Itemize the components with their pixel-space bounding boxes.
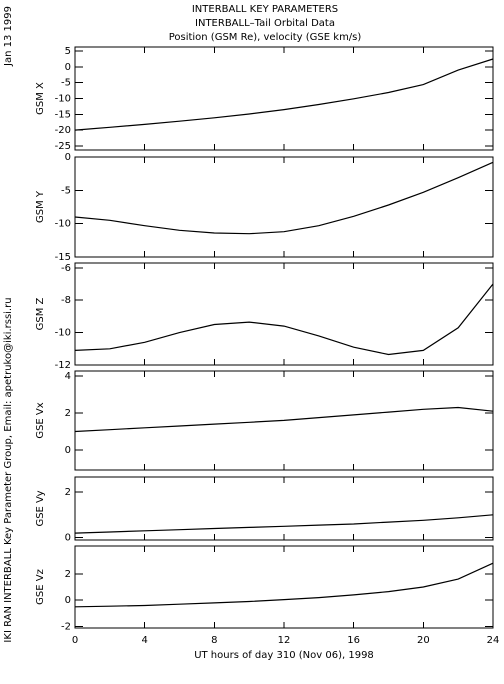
plot-frame	[74, 156, 494, 258]
y-tick-label: 2	[65, 569, 71, 580]
y-axis-label: GSE Vy	[35, 490, 46, 526]
plot-frame	[74, 46, 494, 151]
data-line	[74, 406, 494, 433]
date: Jan 13 1999	[3, 6, 14, 67]
subtitle: INTERBALL–Tail Orbital Data	[195, 18, 335, 29]
y-axis-label: GSM Y	[35, 190, 46, 223]
subtitle: Position (GSM Re), velocity (GSE km/s)	[169, 32, 362, 43]
y-tick-label: -8	[61, 295, 71, 306]
y-tick-label: 2	[65, 408, 71, 419]
x-tick-label: 24	[487, 635, 500, 646]
data-line	[74, 161, 494, 235]
x-tick-label: 8	[211, 635, 217, 646]
x-tick-label: 12	[278, 635, 291, 646]
y-tick-label: -10	[55, 328, 71, 339]
y-tick-label: -10	[55, 94, 71, 105]
data-line	[74, 562, 494, 608]
y-tick-label: 5	[65, 46, 71, 57]
y-tick-label: -5	[61, 185, 71, 196]
y-tick-label: 0	[65, 62, 71, 73]
y-axis-label: GSE Vz	[35, 569, 46, 605]
data-line	[74, 514, 494, 534]
plot-frame	[74, 262, 494, 366]
y-tick-label: -5	[61, 78, 71, 89]
credit: IKI RAN INTERBALL Key Parameter Group, E…	[3, 297, 14, 642]
y-tick-label: 0	[65, 595, 71, 606]
y-tick-label: -15	[55, 252, 71, 263]
y-tick-label: -15	[55, 109, 71, 120]
x-axis-label: UT hours of day 310 (Nov 06), 1998	[194, 650, 374, 661]
y-tick-label: -2	[61, 622, 71, 633]
x-tick-label: 0	[72, 635, 78, 646]
y-axis-label: GSM X	[35, 82, 46, 115]
y-tick-label: 2	[65, 487, 71, 498]
y-tick-label: -25	[55, 141, 71, 152]
y-tick-label: 0	[65, 533, 71, 544]
data-line	[74, 58, 494, 131]
x-tick-label: 4	[141, 635, 147, 646]
title: INTERBALL KEY PARAMETERS	[192, 4, 338, 15]
y-tick-label: -10	[55, 219, 71, 230]
x-tick-label: 20	[417, 635, 430, 646]
y-tick-label: 0	[65, 152, 71, 163]
plot-frame	[74, 545, 494, 629]
y-tick-label: -20	[55, 125, 71, 136]
y-axis-label: GSM Z	[35, 297, 46, 330]
y-axis-label: GSE Vx	[35, 402, 46, 438]
y-tick-label: -12	[55, 360, 71, 371]
y-tick-label: 0	[65, 445, 71, 456]
x-tick-label: 16	[347, 635, 360, 646]
y-tick-label: 4	[65, 371, 71, 382]
data-line	[74, 283, 494, 356]
y-tick-label: -6	[61, 263, 71, 274]
